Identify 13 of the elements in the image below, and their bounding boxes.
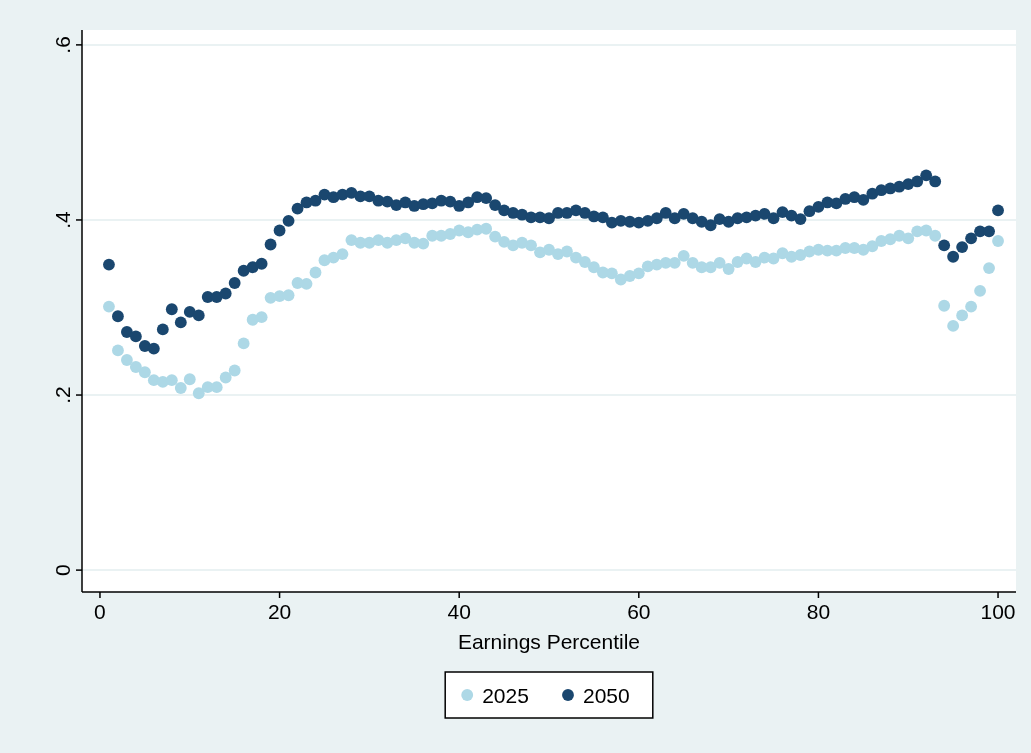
y-tick-label: 0 [51,564,74,576]
y-tick-label: .2 [51,386,74,404]
x-tick-label: 80 [806,600,831,623]
y-tick-label: .6 [51,36,74,54]
x-tick-label: 20 [267,600,292,623]
x-axis-title: Earnings Percentile [457,630,641,653]
y-tick-label: .4 [51,210,74,229]
x-tick-label: 0 [94,600,106,623]
x-tick-label: 60 [627,600,651,623]
x-tick-label: 100 [980,600,1016,623]
legend-label: 2025 [482,683,529,707]
legend-label: 2050 [583,683,630,707]
x-tick-label: 40 [447,600,471,623]
